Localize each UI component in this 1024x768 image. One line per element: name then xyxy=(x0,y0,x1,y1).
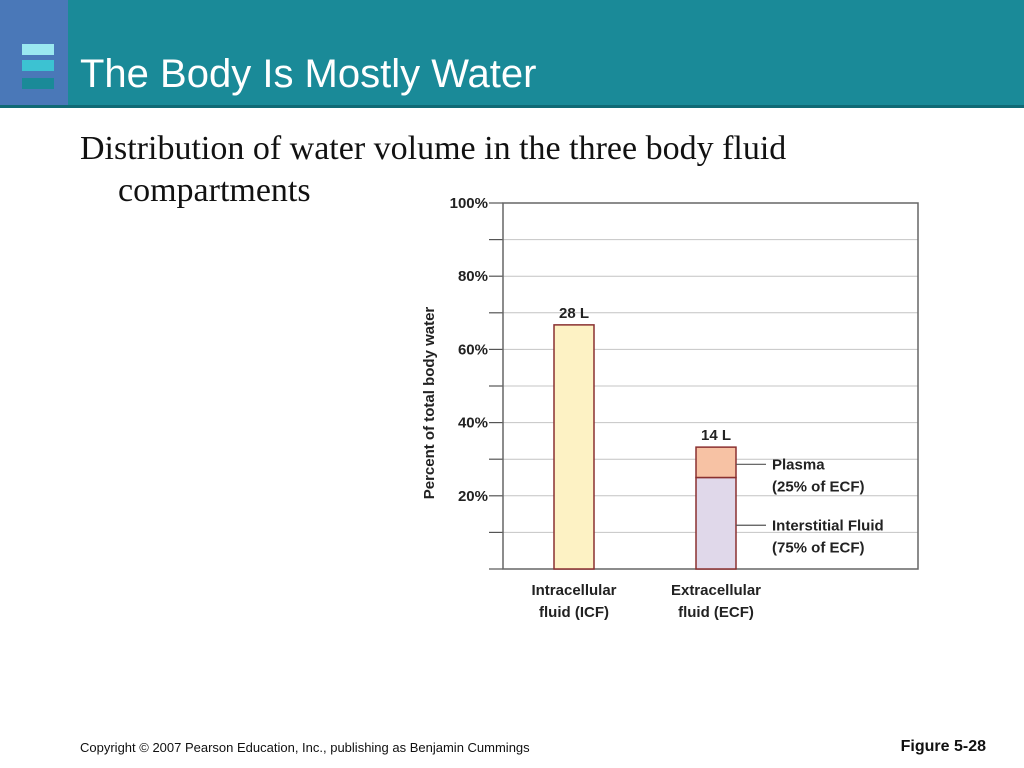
x-category-label: fluid (ECF) xyxy=(678,604,754,621)
bar-segment xyxy=(553,324,595,570)
y-tick-label: 80% xyxy=(458,268,488,285)
y-tick-label: 40% xyxy=(458,415,488,432)
segment-label: Plasma xyxy=(772,456,825,473)
segment-label: Interstitial Fluid xyxy=(772,517,884,534)
y-tick-label: 100% xyxy=(450,195,488,212)
segment-label: (25% of ECF) xyxy=(772,478,865,495)
logo-icon xyxy=(0,0,68,105)
x-category-label: fluid (ICF) xyxy=(539,604,609,621)
slide-title: The Body Is Mostly Water xyxy=(80,52,537,96)
copyright-text: Copyright © 2007 Pearson Education, Inc.… xyxy=(80,740,530,755)
bar-segment xyxy=(695,446,737,479)
y-tick-label: 20% xyxy=(458,488,488,505)
segment-label: (75% of ECF) xyxy=(772,539,865,556)
y-tick-label: 60% xyxy=(458,341,488,358)
bar-segment xyxy=(695,476,737,570)
logo-stripe xyxy=(22,78,54,89)
bar-total-label: 14 L xyxy=(701,427,731,444)
x-category-label: Extracellular xyxy=(671,582,761,599)
x-category-label: Intracellular xyxy=(531,582,616,599)
logo-stripe xyxy=(22,60,54,71)
y-axis-label: Percent of total body water xyxy=(421,307,438,500)
title-bar: The Body Is Mostly Water xyxy=(0,0,1024,108)
bar-total-label: 28 L xyxy=(559,305,589,322)
water-distribution-chart: 100% 80% 60% 40% 20% Percent of total body wa… xyxy=(421,195,919,621)
logo-stripe xyxy=(22,44,54,55)
figure-label: Figure 5-28 xyxy=(900,738,986,755)
slide-subtitle: Distribution of water volume in the thre… xyxy=(80,130,787,209)
